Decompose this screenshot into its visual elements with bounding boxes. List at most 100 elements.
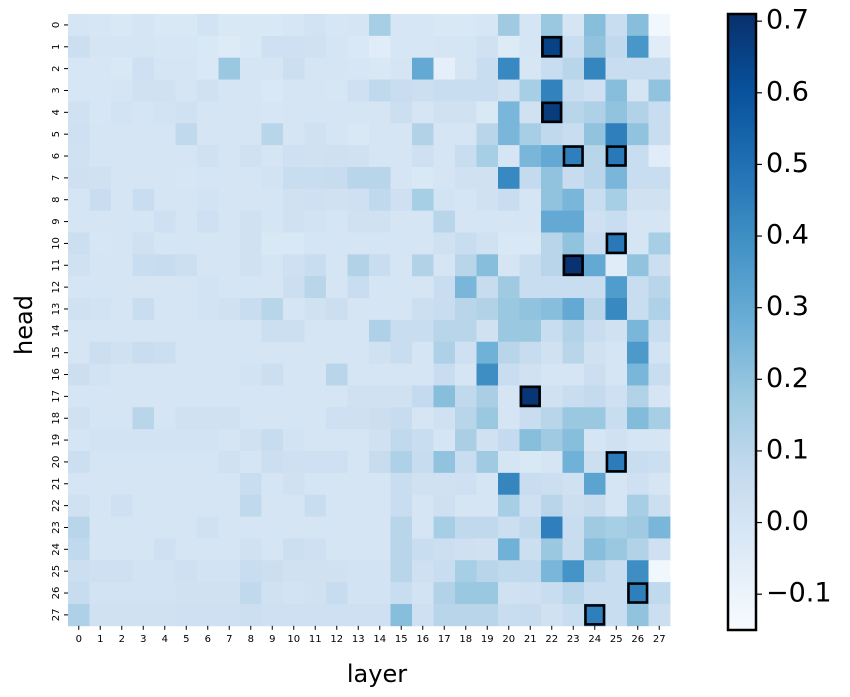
heatmap-cell (605, 582, 628, 605)
heatmap-cell (519, 232, 542, 255)
heatmap-cell (68, 35, 90, 59)
highlight-box (605, 145, 627, 167)
heatmap-cell (261, 188, 284, 212)
heatmap-cell (605, 35, 628, 59)
x-tick-label: 7 (226, 634, 232, 645)
heatmap-cell (562, 232, 585, 255)
heatmap-cell (390, 298, 413, 321)
heatmap-cell (584, 57, 606, 80)
heatmap-cell (627, 35, 649, 59)
heatmap-cell (541, 35, 563, 59)
heatmap-cell (433, 538, 456, 561)
heatmap-cell (132, 472, 155, 496)
heatmap-cell (261, 494, 284, 517)
heatmap-cell (605, 57, 628, 80)
heatmap-cell (154, 538, 176, 561)
heatmap-cell (648, 14, 671, 37)
heatmap-cell (197, 298, 219, 321)
heatmap-cell (476, 101, 499, 124)
heatmap-cell (369, 516, 391, 539)
heatmap-cell (648, 276, 671, 299)
heatmap-cell (412, 363, 434, 386)
heatmap-cell (89, 123, 112, 146)
heatmap-cell (605, 319, 628, 343)
heatmap-cell (261, 57, 284, 80)
heatmap-cell (648, 582, 671, 605)
y-tick-label: 20 (51, 456, 62, 469)
heatmap-cell (605, 276, 628, 299)
heatmap-cell (326, 210, 348, 233)
heatmap-cell (476, 188, 499, 212)
heatmap-cell (68, 429, 90, 452)
heatmap-cell (519, 254, 542, 277)
heatmap-cell (390, 319, 413, 343)
heatmap-cell (627, 363, 649, 386)
heatmap-cell (132, 145, 155, 168)
heatmap-cell (218, 385, 241, 408)
y-axis-label: head (10, 295, 38, 355)
heatmap-cell (627, 123, 649, 146)
heatmap-cell (197, 516, 219, 539)
heatmap-cell (584, 123, 606, 146)
heatmap-cell (498, 123, 520, 146)
heatmap-cell (154, 494, 176, 517)
heatmap-cell (369, 188, 391, 212)
heatmap-cell (605, 145, 628, 168)
heatmap-cell (476, 516, 499, 539)
heatmap-cell (627, 188, 649, 212)
heatmap-cell (347, 363, 370, 386)
heatmap-cell (584, 429, 606, 452)
heatmap-cell (648, 451, 671, 474)
heatmap-cell (627, 254, 649, 277)
heatmap-cell (68, 407, 90, 430)
heatmap-cell (347, 603, 370, 627)
highlight-box (627, 582, 649, 604)
heatmap-cell (605, 516, 628, 539)
heatmap-cell (455, 516, 477, 539)
heatmap-cell (390, 57, 413, 80)
heatmap-cell (197, 123, 219, 146)
heatmap-cell (412, 101, 434, 124)
heatmap-cell (218, 341, 241, 364)
heatmap-cell (154, 14, 176, 37)
heatmap-cell (68, 603, 90, 627)
heatmap-cell (326, 14, 348, 37)
heatmap-cell (627, 79, 649, 102)
heatmap-cell (369, 298, 391, 321)
heatmap-cell (433, 276, 456, 299)
heatmap-cell (111, 123, 133, 146)
heatmap-cell (390, 254, 413, 277)
heatmap-cell (605, 298, 628, 321)
heatmap-cell (304, 79, 327, 102)
heatmap-cell (390, 603, 413, 627)
heatmap-cell (347, 166, 370, 190)
heatmap-cell (175, 429, 198, 452)
heatmap-cell (562, 319, 585, 343)
heatmap-cell (476, 35, 499, 59)
heatmap-cell (519, 363, 542, 386)
x-tick-label: 11 (309, 634, 322, 645)
heatmap-cell (347, 57, 370, 80)
heatmap-cell (347, 451, 370, 474)
heatmap-cell (648, 538, 671, 561)
y-tick-label: 22 (51, 499, 62, 512)
heatmap-cell (390, 538, 413, 561)
heatmap-cell (369, 319, 391, 343)
heatmap-cell (433, 298, 456, 321)
heatmap-cell (89, 451, 112, 474)
heatmap-cell (541, 145, 563, 168)
heatmap-cell (541, 429, 563, 452)
heatmap-cell (562, 494, 585, 517)
heatmap-cell (584, 341, 606, 364)
heatmap-cell (605, 560, 628, 583)
heatmap-cell (132, 516, 155, 539)
heatmap-cell (261, 582, 284, 605)
heatmap-cell (326, 429, 348, 452)
highlight-box (541, 101, 563, 124)
heatmap-cell (218, 232, 241, 255)
y-tick-label: 18 (51, 412, 62, 425)
heatmap-cell (562, 123, 585, 146)
heatmap-cell (111, 603, 133, 627)
heatmap-cell (218, 516, 241, 539)
heatmap-cell (283, 603, 305, 627)
